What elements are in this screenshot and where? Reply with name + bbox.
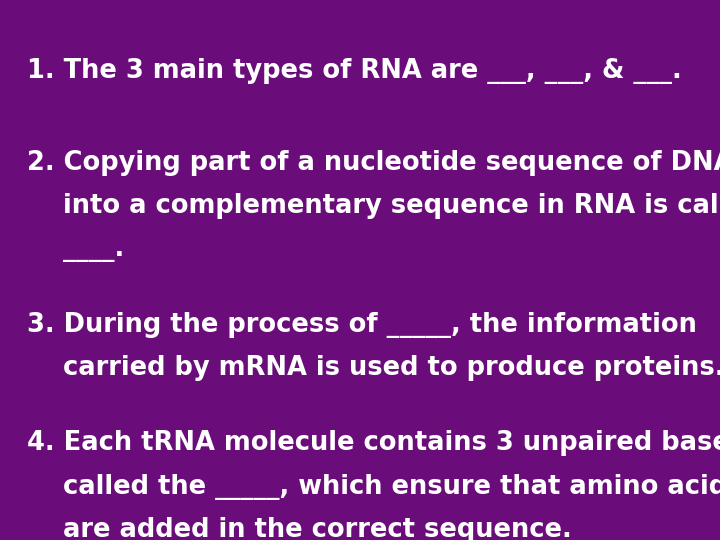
Text: called the _____, which ensure that amino acids: called the _____, which ensure that amin… (27, 474, 720, 500)
Text: 4. Each tRNA molecule contains 3 unpaired bases,: 4. Each tRNA molecule contains 3 unpaire… (27, 430, 720, 456)
Text: into a complementary sequence in RNA is called: into a complementary sequence in RNA is … (27, 193, 720, 219)
Text: 2. Copying part of a nucleotide sequence of DNA: 2. Copying part of a nucleotide sequence… (27, 150, 720, 176)
Text: 3. During the process of _____, the information: 3. During the process of _____, the info… (27, 312, 697, 338)
Text: 1. The 3 main types of RNA are ___, ___, & ___.: 1. The 3 main types of RNA are ___, ___,… (27, 58, 682, 84)
Text: ____.: ____. (27, 236, 125, 262)
Text: carried by mRNA is used to produce proteins.: carried by mRNA is used to produce prote… (27, 355, 720, 381)
Text: are added in the correct sequence.: are added in the correct sequence. (27, 517, 572, 540)
